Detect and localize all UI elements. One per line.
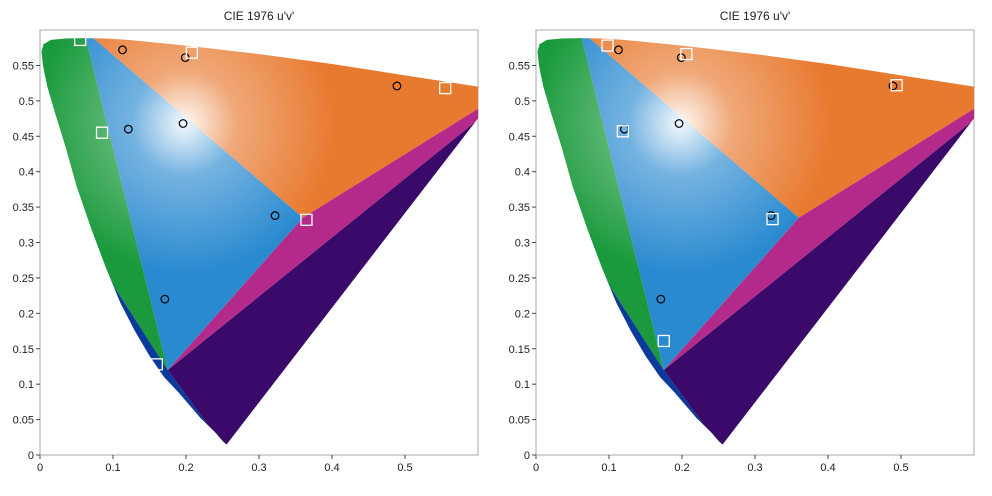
y-tick-label: 0.15: [509, 344, 530, 356]
y-tick-label: 0.55: [13, 60, 34, 72]
y-tick-label: 0.15: [13, 344, 34, 356]
measured-point: [674, 119, 684, 128]
target-square: [766, 212, 779, 226]
y-tick-label: 0.2: [515, 308, 530, 320]
y-tick-label: 0: [524, 450, 530, 462]
y-tick-label: 0.4: [515, 167, 530, 179]
y-tick-label: 0.5: [515, 96, 530, 108]
x-tick-label: 0.4: [324, 462, 339, 474]
x-tick-label: 0.5: [893, 462, 908, 474]
chart-right: CIE 1976 u'v' 0 0.1 0.2 0.3 0.4 0.5 0 0.05 0.1 0.1…: [496, 0, 992, 496]
y-tick-label: 0.05: [13, 415, 34, 427]
x-tick-label: 0: [37, 462, 43, 474]
chart-title: CIE 1976 u'v': [720, 9, 791, 23]
y-tick-label: 0.45: [13, 131, 34, 143]
target-square: [74, 33, 87, 47]
chart-left-svg: CIE 1976 u'v' 0 0.1 0.2 0.3 0.4 0.5 0 0.05 0.1 0.1…: [13, 9, 479, 474]
target-square: [601, 39, 614, 52]
measured-point: [270, 211, 280, 220]
y-tick-label: 0.35: [509, 202, 530, 214]
measured-point: [118, 45, 127, 55]
measured-point: [614, 45, 623, 55]
y-tick-label: 0.45: [509, 131, 530, 143]
y-tick-label: 0.3: [515, 238, 530, 250]
chart-left: CIE 1976 u'v' 0 0.1 0.2 0.3 0.4 0.5 0 0.05 0.1 0.1…: [13, 9, 479, 474]
y-tick-label: 0.05: [509, 415, 530, 427]
chart-title: CIE 1976 u'v': [224, 9, 295, 23]
target-square: [890, 79, 903, 92]
measured-point: [392, 81, 402, 91]
x-tick-label: 0.3: [251, 462, 266, 474]
x-tick-label: 0.4: [820, 462, 835, 474]
measured-point: [160, 294, 170, 304]
y-tick-label: 0.1: [515, 379, 530, 391]
target-square: [657, 334, 670, 348]
y-tick-label: 0.35: [13, 202, 34, 214]
y-tick-label: 0.55: [509, 60, 530, 72]
x-tick-label: 0: [533, 462, 539, 474]
measured-point: [123, 124, 133, 134]
y-tick-label: 0.25: [509, 273, 530, 285]
x-tick-label: 0.2: [178, 462, 193, 474]
chart-right-svg: CIE 1976 u'v' 0 0.1 0.2 0.3 0.4 0.5 0 0.05 0.1 0.1…: [509, 9, 975, 474]
y-tick-label: 0.4: [19, 167, 34, 179]
y-tick-label: 0: [28, 450, 34, 462]
y-tick-label: 0.2: [19, 308, 34, 320]
target-square: [438, 81, 452, 95]
measured-point: [888, 81, 898, 91]
y-tick-label: 0.25: [13, 273, 34, 285]
target-square: [150, 358, 163, 371]
y-tick-label: 0.1: [19, 379, 34, 391]
target-square: [680, 47, 693, 61]
x-tick-label: 0.5: [397, 462, 412, 474]
y-tick-label: 0.3: [19, 238, 34, 250]
target-square: [616, 125, 630, 138]
measured-point: [656, 294, 666, 304]
x-tick-label: 0.2: [674, 462, 689, 474]
target-square: [185, 46, 198, 59]
x-tick-label: 0.3: [747, 462, 762, 474]
y-tick-label: 0.5: [19, 96, 34, 108]
measured-point: [178, 119, 188, 128]
target-square: [300, 213, 313, 226]
x-tick-label: 0.1: [105, 462, 120, 474]
target-square: [95, 126, 109, 139]
x-tick-label: 0.1: [601, 462, 616, 474]
